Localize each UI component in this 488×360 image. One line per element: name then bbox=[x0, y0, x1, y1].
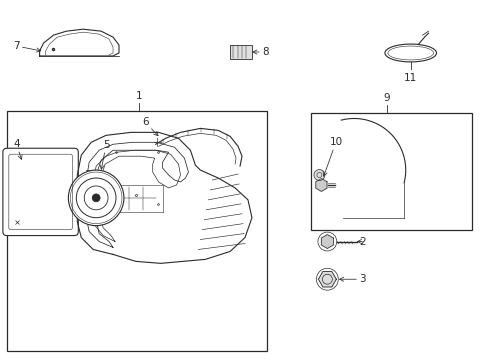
Circle shape bbox=[68, 170, 123, 226]
Text: 8: 8 bbox=[252, 47, 268, 57]
Text: 4: 4 bbox=[13, 139, 22, 159]
Text: 6: 6 bbox=[142, 117, 158, 136]
Circle shape bbox=[313, 170, 324, 180]
Bar bbox=[7, 111, 266, 351]
Circle shape bbox=[92, 194, 100, 202]
Text: 2: 2 bbox=[357, 237, 365, 247]
Polygon shape bbox=[318, 271, 336, 287]
Text: 11: 11 bbox=[403, 73, 416, 83]
Text: 3: 3 bbox=[339, 274, 365, 284]
Polygon shape bbox=[321, 235, 333, 248]
Bar bbox=[311, 113, 471, 230]
Text: 9: 9 bbox=[383, 93, 389, 103]
FancyBboxPatch shape bbox=[3, 148, 78, 235]
Polygon shape bbox=[315, 179, 326, 192]
Text: 10: 10 bbox=[323, 137, 342, 176]
Ellipse shape bbox=[384, 44, 436, 62]
Text: 7: 7 bbox=[13, 41, 41, 52]
Bar bbox=[230, 45, 251, 59]
Text: 1: 1 bbox=[135, 91, 142, 100]
Text: 5: 5 bbox=[100, 140, 109, 169]
